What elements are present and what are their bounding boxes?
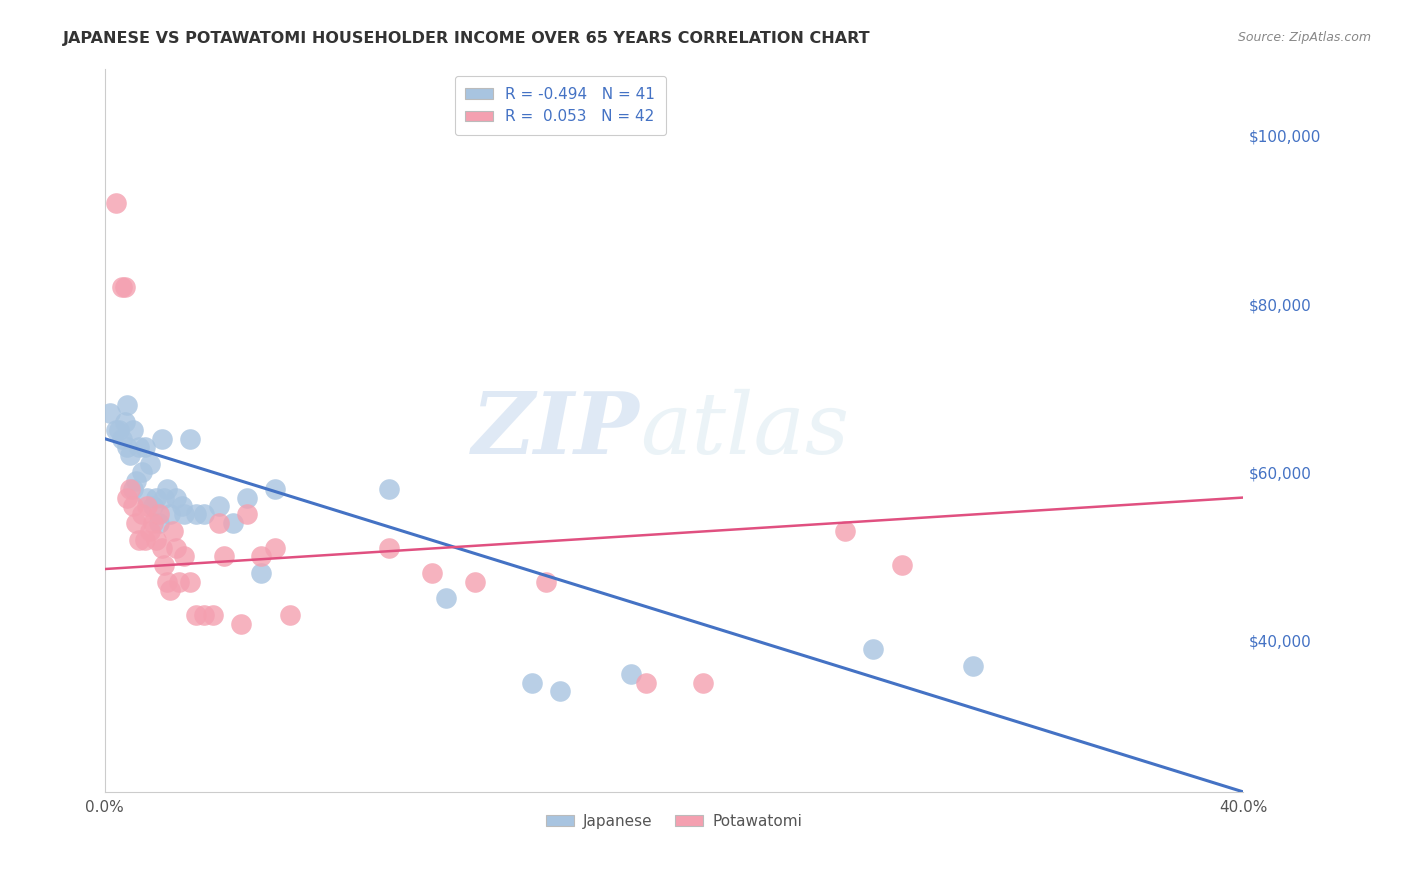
Point	[179, 432, 201, 446]
Point	[145, 491, 167, 505]
Point	[111, 432, 134, 446]
Point	[98, 406, 121, 420]
Point	[122, 423, 145, 437]
Text: atlas: atlas	[640, 389, 849, 472]
Point	[114, 415, 136, 429]
Point	[156, 574, 179, 589]
Point	[378, 482, 401, 496]
Point	[207, 499, 229, 513]
Point	[264, 541, 287, 555]
Point	[122, 482, 145, 496]
Point	[520, 675, 543, 690]
Point	[128, 440, 150, 454]
Point	[250, 566, 273, 581]
Point	[125, 516, 148, 530]
Point	[236, 508, 259, 522]
Text: JAPANESE VS POTAWATOMI HOUSEHOLDER INCOME OVER 65 YEARS CORRELATION CHART: JAPANESE VS POTAWATOMI HOUSEHOLDER INCOM…	[63, 31, 870, 46]
Point	[170, 499, 193, 513]
Point	[534, 574, 557, 589]
Point	[114, 280, 136, 294]
Point	[145, 533, 167, 547]
Point	[173, 549, 195, 564]
Point	[184, 608, 207, 623]
Point	[105, 423, 128, 437]
Point	[142, 516, 165, 530]
Point	[120, 482, 142, 496]
Point	[159, 583, 181, 598]
Point	[153, 491, 176, 505]
Point	[222, 516, 245, 530]
Legend: Japanese, Potawatomi: Japanese, Potawatomi	[540, 808, 808, 835]
Point	[207, 516, 229, 530]
Point	[134, 440, 156, 454]
Point	[278, 608, 301, 623]
Point	[117, 440, 139, 454]
Point	[111, 280, 134, 294]
Point	[634, 675, 657, 690]
Point	[167, 574, 190, 589]
Point	[862, 642, 884, 657]
Text: Source: ZipAtlas.com: Source: ZipAtlas.com	[1237, 31, 1371, 45]
Point	[117, 398, 139, 412]
Point	[173, 508, 195, 522]
Point	[108, 423, 131, 437]
Point	[139, 457, 162, 471]
Point	[420, 566, 443, 581]
Point	[250, 549, 273, 564]
Point	[150, 541, 173, 555]
Point	[131, 508, 153, 522]
Point	[162, 524, 184, 538]
Point	[692, 675, 714, 690]
Point	[122, 499, 145, 513]
Point	[165, 491, 187, 505]
Point	[193, 608, 215, 623]
Point	[620, 667, 643, 681]
Point	[136, 499, 159, 513]
Point	[131, 465, 153, 479]
Point	[236, 491, 259, 505]
Point	[434, 591, 457, 606]
Point	[150, 432, 173, 446]
Point	[201, 608, 224, 623]
Point	[142, 499, 165, 513]
Point	[378, 541, 401, 555]
Point	[128, 533, 150, 547]
Point	[125, 474, 148, 488]
Point	[212, 549, 235, 564]
Point	[136, 491, 159, 505]
Point	[120, 449, 142, 463]
Point	[890, 558, 912, 572]
Point	[105, 196, 128, 211]
Point	[548, 684, 571, 698]
Point	[184, 508, 207, 522]
Point	[153, 558, 176, 572]
Text: ZIP: ZIP	[472, 389, 640, 472]
Point	[962, 658, 984, 673]
Point	[139, 524, 162, 538]
Point	[117, 491, 139, 505]
Point	[834, 524, 856, 538]
Point	[134, 533, 156, 547]
Point	[464, 574, 486, 589]
Point	[159, 508, 181, 522]
Point	[165, 541, 187, 555]
Point	[264, 482, 287, 496]
Point	[179, 574, 201, 589]
Point	[193, 508, 215, 522]
Point	[148, 508, 170, 522]
Point	[231, 616, 253, 631]
Point	[156, 482, 179, 496]
Point	[148, 516, 170, 530]
